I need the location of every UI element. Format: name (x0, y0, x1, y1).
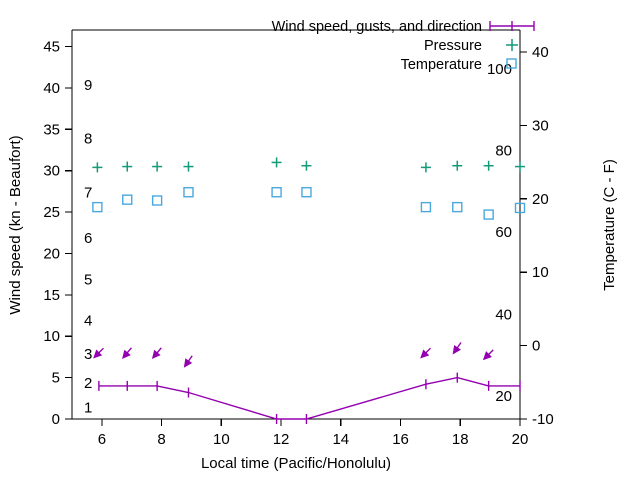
wind-speed-series (98, 372, 521, 424)
temperature-point (420, 201, 432, 213)
x-tick-label: 10 (213, 431, 230, 448)
y2-tick-label: 0 (532, 338, 540, 355)
y-tick-label: 5 (52, 370, 60, 387)
arrow-head (122, 349, 131, 359)
beaufort-label: 3 (84, 346, 92, 363)
wind-direction-arrow (93, 347, 104, 359)
beaufort-scale-labels: 1 2 3 4 5 6 7 8 9 (84, 77, 92, 417)
x-axis-ticks: 6 8 10 12 14 16 18 20 (98, 419, 529, 448)
arrow-head (93, 349, 103, 359)
y2-tick-label: 30 (532, 117, 549, 134)
temperature-point (151, 195, 163, 206)
wind-speed-line (98, 376, 520, 420)
temperature-point (122, 194, 133, 205)
pressure-point (452, 160, 463, 171)
y-tick-label: 40 (43, 80, 60, 97)
y-tick-label: 30 (43, 163, 60, 180)
pressure-point (122, 161, 133, 172)
x-tick-label: 14 (332, 431, 349, 448)
fahrenheit-label: 40 (495, 306, 512, 323)
pressure-point (515, 161, 525, 172)
temperature-point (92, 201, 103, 213)
beaufort-label: 8 (84, 131, 92, 148)
x-tick-label: 18 (452, 431, 469, 448)
temperature-point (271, 187, 282, 198)
beaufort-label: 2 (84, 375, 92, 392)
arrow-head (452, 345, 461, 355)
x-axis-title: Local time (Pacific/Honolulu) (201, 455, 391, 472)
x-tick-label: 12 (273, 431, 290, 448)
x-tick-label: 8 (157, 431, 165, 448)
beaufort-label: 4 (84, 313, 92, 330)
y-tick-label: 15 (43, 287, 60, 304)
temperature-point (452, 201, 463, 213)
arrow-head (183, 358, 193, 368)
plot-frame (71, 29, 521, 420)
legend-label-wind: Wind speed, gusts, and direction (272, 19, 482, 35)
pressure-series (92, 157, 525, 173)
y-tick-label: 35 (43, 121, 60, 138)
beaufort-label: 1 (84, 400, 92, 417)
y-tick-label: 10 (43, 328, 60, 345)
beaufort-label: 7 (84, 184, 92, 201)
wind-direction-arrows (93, 342, 494, 368)
x-tick-label: 16 (392, 431, 409, 448)
arrow-head (420, 349, 430, 359)
beaufort-label: 6 (84, 230, 92, 247)
fahrenheit-label: 100 (487, 61, 512, 78)
legend-marker-pressure (506, 39, 518, 51)
y-tick-label: 20 (43, 245, 60, 262)
fahrenheit-scale-labels: 20 40 60 80 100 (487, 61, 512, 405)
y2-tick-label: 40 (532, 44, 549, 61)
fahrenheit-label: 80 (495, 143, 512, 160)
legend-marker-wind (489, 21, 535, 31)
temperature-point (301, 187, 312, 198)
wind-direction-arrow (151, 347, 162, 359)
legend-marker-temperature (506, 58, 517, 69)
left-axis-ticks: 0 5 10 15 20 25 30 35 40 45 (43, 39, 72, 428)
x-tick-label: 6 (98, 431, 106, 448)
beaufort-label: 5 (84, 271, 92, 288)
y-tick-label: 25 (43, 204, 60, 221)
pressure-point (92, 162, 103, 173)
wind-direction-arrow (482, 349, 494, 361)
right-axis-ticks: -10 0 10 20 30 40 (520, 44, 554, 428)
pressure-point (152, 161, 163, 172)
y2-tick-label: -10 (532, 411, 554, 428)
y-tick-label: 0 (52, 411, 60, 428)
pressure-point (271, 157, 282, 168)
pressure-point (301, 160, 312, 171)
wind-direction-arrow (183, 355, 193, 368)
temperature-point (514, 202, 526, 214)
wind-direction-arrow (452, 342, 462, 355)
wind-direction-arrow (122, 347, 132, 359)
beaufort-label: 9 (84, 77, 92, 94)
wind-direction-arrow (420, 347, 432, 359)
pressure-point (420, 162, 431, 173)
arrow-head (151, 349, 161, 359)
legend: Wind speed, gusts, and direction Pressur… (272, 19, 535, 73)
temperature-series (92, 187, 526, 220)
legend-label-temperature: Temperature (401, 57, 482, 73)
pressure-point (183, 161, 194, 172)
y-tick-label: 45 (43, 39, 60, 56)
x-tick-label: 20 (512, 431, 529, 448)
y2-tick-label: 20 (532, 191, 549, 208)
temperature-point (183, 187, 194, 198)
fahrenheit-label: 60 (495, 224, 512, 241)
fahrenheit-label: 20 (495, 388, 512, 405)
legend-label-pressure: Pressure (424, 38, 482, 54)
y2-tick-label: 10 (532, 264, 549, 281)
temperature-point (483, 209, 494, 220)
y-axis-title: Wind speed (kn - Beaufort) (7, 135, 24, 314)
y2-axis-title: Temperature (C - F) (601, 159, 618, 291)
pressure-point (483, 160, 494, 171)
arrow-head (482, 351, 492, 361)
